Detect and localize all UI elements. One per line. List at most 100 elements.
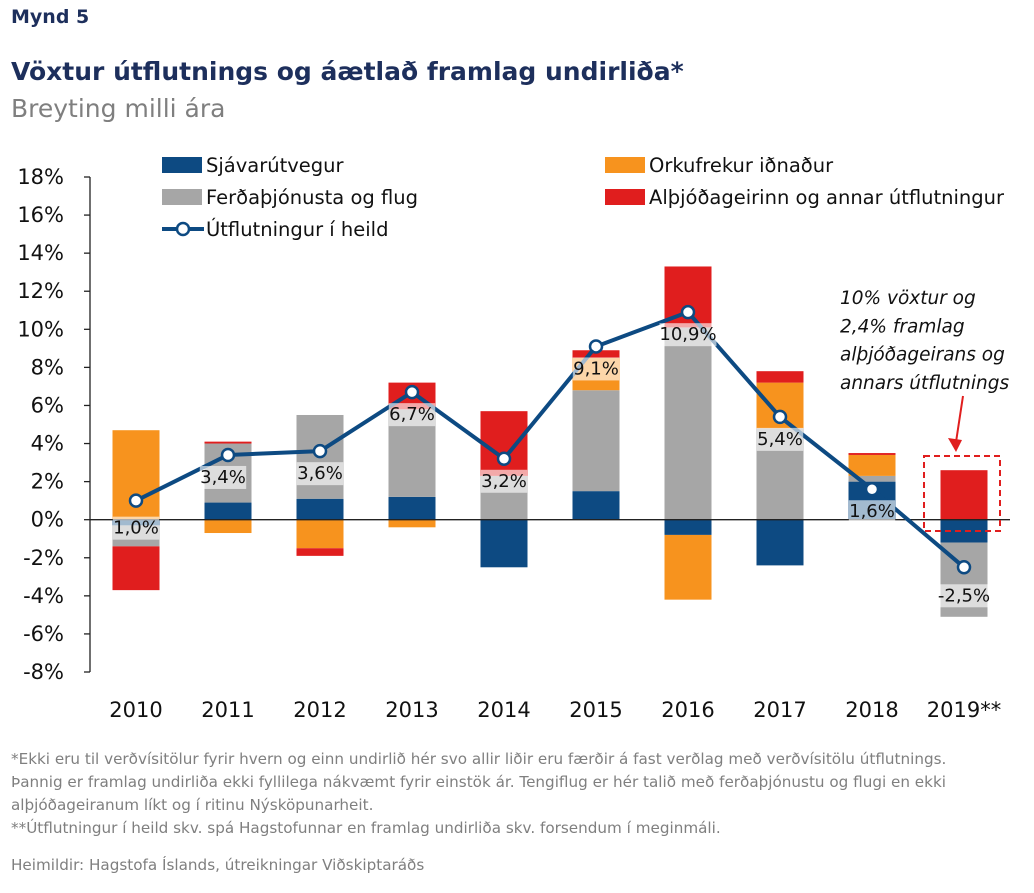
total-marker	[312, 443, 328, 459]
data-label: 10,9%	[659, 324, 716, 345]
data-label: 1,6%	[849, 501, 895, 522]
total-marker	[128, 493, 144, 508]
legend-label: Sjávarútvegur	[206, 154, 345, 177]
chart-title: Vöxtur útflutnings og áætlað framlag und…	[11, 57, 684, 86]
legend-marker	[175, 221, 191, 237]
total-marker	[588, 339, 604, 354]
annotation-line: 10% vöxtur og	[840, 288, 976, 309]
data-label: 6,7%	[389, 404, 435, 425]
bar-segment-3	[848, 454, 896, 476]
legend-label: Útflutningur í heild	[206, 217, 388, 241]
bar-segment-4	[572, 350, 620, 358]
annotation-arrow	[955, 395, 964, 443]
bar-segment-1	[940, 519, 988, 543]
data-label-bg	[388, 403, 436, 427]
data-label-bg	[296, 462, 344, 486]
total-line	[135, 310, 966, 569]
footnote-line: Þannig er framlag undirliða ekki fyllile…	[11, 773, 946, 791]
chart-subtitle: Breyting milli ára	[11, 94, 226, 123]
bar-segment-4	[756, 371, 804, 383]
y-tick-label: 8%	[31, 355, 64, 379]
y-tick-label: 6%	[31, 393, 64, 417]
x-tick-label: 2014	[477, 698, 530, 722]
y-tick-label: -8%	[23, 660, 64, 684]
figure-label: Mynd 5	[11, 6, 90, 28]
annotation-line: alþjóðageirans og	[840, 345, 1005, 366]
data-label-bg	[659, 323, 717, 347]
bar-segment-1	[388, 496, 436, 520]
y-tick-label: 18%	[17, 165, 64, 189]
data-label-bg	[572, 357, 620, 381]
annotation-line: annars útflutnings	[840, 373, 1009, 394]
bar-segment-2	[664, 327, 712, 520]
y-tick-label: 4%	[31, 432, 64, 456]
y-tick-label: 16%	[17, 203, 64, 227]
bar-segment-4	[940, 470, 988, 520]
data-label-bg	[848, 500, 896, 524]
data-label: -2,5%	[938, 585, 990, 606]
bar-segment-3	[388, 519, 436, 528]
total-marker	[496, 451, 512, 467]
data-label: 3,4%	[200, 467, 246, 488]
bar-segment-4	[204, 441, 252, 444]
bar-segment-1	[296, 498, 344, 520]
bar-segment-3	[204, 519, 252, 534]
total-marker	[956, 560, 972, 575]
data-label-bg	[199, 465, 247, 489]
bar-segment-2	[572, 390, 620, 492]
bar-segment-1	[572, 491, 620, 520]
x-tick-label: 2016	[661, 698, 714, 722]
legend-swatch	[605, 189, 645, 205]
y-tick-label: 0%	[31, 508, 64, 532]
legend-swatch	[162, 189, 202, 205]
footnotes: *Ekki eru til verðvísitölur fyrir hvern …	[11, 748, 1026, 840]
legend-swatch	[162, 157, 202, 173]
bar-segment-1	[204, 502, 252, 520]
bar-segment-1	[756, 519, 804, 566]
legend-swatch	[605, 157, 645, 173]
total-marker	[404, 384, 420, 400]
y-tick-label: 2%	[31, 470, 64, 494]
data-label-bg	[756, 427, 804, 451]
annotation-highlight-box	[923, 455, 1001, 532]
y-tick-label: -6%	[23, 622, 64, 646]
data-label-bg	[480, 469, 528, 493]
x-tick-label: 2013	[385, 698, 438, 722]
legend-label: Alþjóðageirinn og annar útflutningur	[649, 186, 1005, 209]
bar-segment-4	[480, 411, 528, 476]
x-tick-label: 2010	[109, 698, 162, 722]
bar-segment-2	[848, 475, 896, 482]
data-label: 3,6%	[297, 463, 343, 484]
data-label: 9,1%	[573, 358, 619, 379]
annotation-arrowhead	[948, 438, 962, 452]
footnote-line: alþjóðageiranum líkt og í ritinu Nýsköpu…	[11, 796, 374, 814]
bar-segment-4	[848, 453, 896, 455]
x-tick-label: 2011	[201, 698, 254, 722]
y-tick-label: -4%	[23, 584, 64, 608]
total-marker	[220, 447, 236, 463]
data-label: 5,4%	[757, 429, 803, 450]
x-tick-label: 2019**	[927, 698, 1001, 722]
total-marker	[864, 481, 880, 497]
data-label-bg	[112, 516, 160, 540]
bar-segment-4	[112, 546, 160, 591]
data-label-bg	[935, 584, 993, 608]
data-label: 1,0%	[113, 518, 159, 539]
y-tick-label: 12%	[17, 279, 64, 303]
bar-segment-1	[480, 519, 528, 568]
y-tick-label: 14%	[17, 241, 64, 265]
bar-segment-4	[296, 548, 344, 556]
x-tick-label: 2012	[293, 698, 346, 722]
x-tick-label: 2015	[569, 698, 622, 722]
footnote-line: **Útflutningur í heild skv. spá Hagstofu…	[11, 819, 721, 837]
x-tick-label: 2017	[753, 698, 806, 722]
legend-label: Ferðaþjónusta og flug	[206, 186, 418, 209]
total-marker	[772, 409, 788, 425]
footnote-line: *Ekki eru til verðvísitölur fyrir hvern …	[11, 750, 947, 768]
total-marker	[680, 304, 696, 320]
legend-label: Orkufrekur iðnaður	[649, 154, 834, 177]
x-tick-label: 2018	[845, 698, 898, 722]
chart-svg: -8% -6% -4% -2% 0% 2% 4% 6% 8% 10% 12% 14% 16% 18% 1,0…	[17, 154, 1010, 722]
y-tick-label: 10%	[17, 317, 64, 341]
bar-segment-1	[664, 519, 712, 535]
